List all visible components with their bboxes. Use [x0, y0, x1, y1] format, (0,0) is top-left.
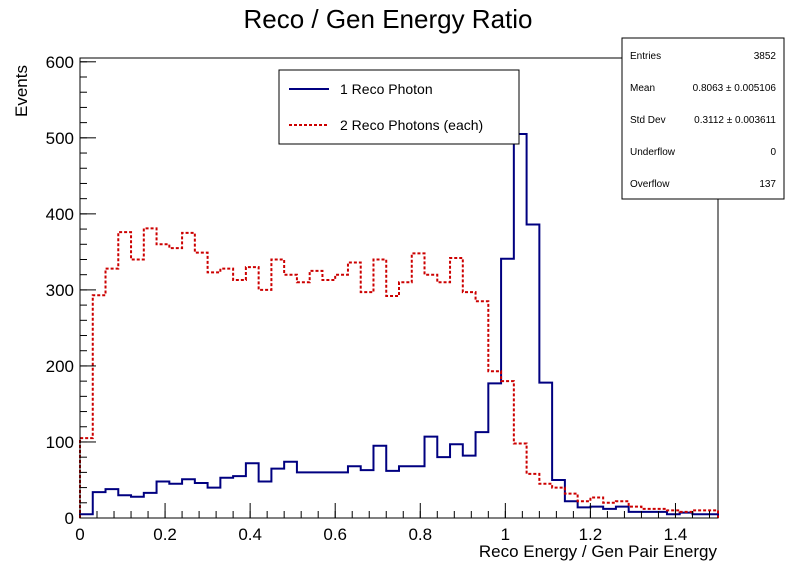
stats-value: 137	[759, 179, 776, 190]
y-tick-label: 0	[65, 509, 74, 528]
x-tick-label: 0	[75, 525, 84, 544]
stats-label: Overflow	[630, 179, 670, 190]
series-line-2	[79, 227, 719, 518]
stats-value: 0.3112 ± 0.003611	[694, 115, 776, 126]
y-tick-label: 400	[46, 205, 74, 224]
x-tick-label: 0.4	[238, 525, 262, 544]
series-line-1	[79, 133, 719, 518]
legend: 1 Reco Photon 2 Reco Photons (each)	[278, 69, 520, 145]
series-layer	[79, 133, 719, 518]
y-tick-label: 300	[46, 281, 74, 300]
x-axis-title: Reco Energy / Gen Pair Energy	[479, 542, 718, 561]
x-tick-label: 1.2	[579, 525, 603, 544]
y-tick-label: 200	[46, 357, 74, 376]
stats-value: 0.8063 ± 0.005106	[693, 83, 777, 94]
y-tick-label: 100	[46, 433, 74, 452]
stats-label: Underflow	[630, 147, 676, 158]
legend-label-2: 2 Reco Photons (each)	[340, 117, 483, 133]
x-tick-label: 1.4	[664, 525, 688, 544]
y-axis-title: Events	[12, 65, 31, 117]
legend-box	[278, 69, 520, 145]
y-tick-label: 600	[46, 53, 74, 72]
x-tick-label: 0.6	[323, 525, 347, 544]
stats-label: Std Dev	[630, 115, 666, 126]
chart-title: Reco / Gen Energy Ratio	[243, 4, 532, 34]
stats-box: Entries 3852 Mean 0.8063 ± 0.005106 Std Dev 0…	[621, 37, 785, 200]
x-tick-label: 0.8	[408, 525, 432, 544]
stats-label: Entries	[630, 51, 661, 62]
x-tick-label: 1	[501, 525, 510, 544]
axes-layer: 0 0.2 0.4 0.6 0.8 1 1.2 1.4 0 100 200 300 400 500 600	[46, 53, 718, 544]
stats-label: Mean	[630, 83, 655, 94]
x-tick-label: 0.2	[153, 525, 177, 544]
legend-label-1: 1 Reco Photon	[340, 81, 433, 97]
y-tick-label: 500	[46, 129, 74, 148]
stats-value: 3852	[754, 51, 777, 62]
stats-value: 0	[770, 147, 776, 158]
stats-box-frame	[621, 37, 785, 200]
